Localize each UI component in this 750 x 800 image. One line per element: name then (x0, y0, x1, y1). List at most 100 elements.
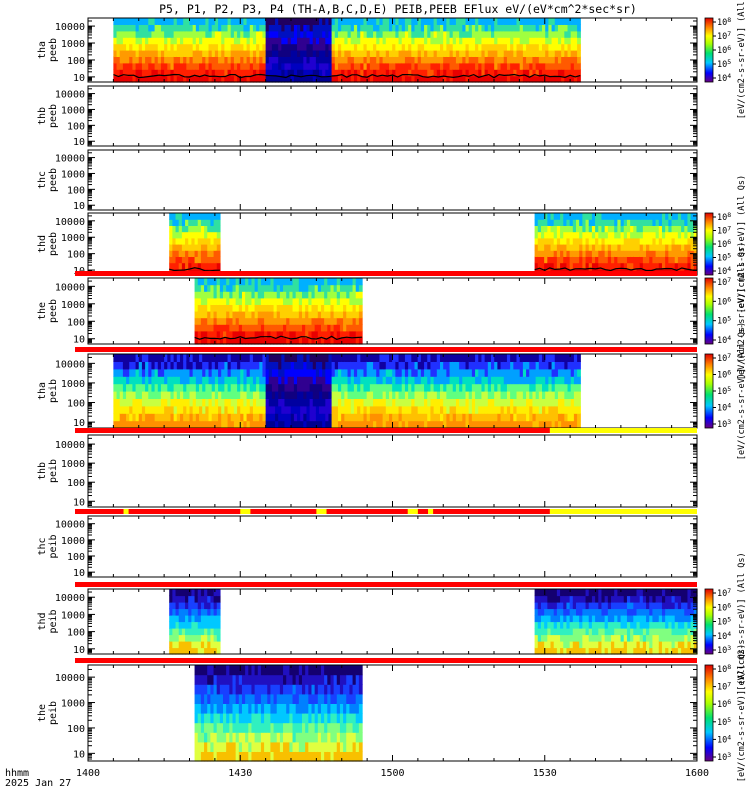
heatmap-cell (240, 420, 245, 429)
heatmap-cell (503, 37, 508, 45)
heatmap-cell (337, 368, 342, 377)
heatmap-cell (440, 420, 444, 429)
heatmap-cell (382, 75, 387, 83)
heatmap-cell (535, 75, 540, 83)
heatmap-cell (557, 56, 562, 64)
heatmap-cell (289, 291, 294, 299)
heatmap-cell (200, 231, 205, 239)
heatmap-cell (199, 30, 203, 38)
heatmap-cell (561, 56, 565, 64)
heatmap-cell (241, 337, 246, 345)
heatmap-cell (420, 413, 425, 422)
heatmap-cell (300, 391, 304, 399)
heatmap-cell (324, 330, 328, 338)
heatmap-cell (491, 62, 495, 70)
heatmap-cell (324, 337, 328, 345)
heatmap-cell (369, 43, 374, 51)
heatmap-cell (526, 43, 530, 51)
heatmap-cell (446, 361, 451, 370)
heatmap-cell (328, 50, 333, 57)
heatmap-cell (604, 244, 609, 251)
heatmap-cell (446, 43, 451, 51)
heatmap-cell (170, 368, 175, 377)
heatmap-cell (344, 413, 349, 422)
heatmap-cell (347, 354, 352, 362)
heatmap-cell (573, 391, 578, 399)
heatmap-cell (213, 311, 218, 319)
heatmap-cell (497, 383, 502, 392)
heatmap-cell (547, 225, 552, 233)
heatmap-cell (440, 405, 444, 414)
heatmap-cell (481, 37, 486, 45)
heatmap-cell (646, 213, 650, 220)
heatmap-cell (462, 398, 467, 407)
heatmap-cell (506, 376, 511, 385)
heatmap-cell (404, 62, 409, 70)
heatmap-cell (468, 376, 473, 385)
heatmap-cell (557, 376, 562, 385)
heatmap-cell (347, 37, 352, 45)
heatmap-cell (334, 368, 339, 377)
heatmap-cell (249, 405, 254, 414)
heatmap-cell (554, 383, 559, 392)
heatmap-cell (376, 30, 381, 38)
heatmap-cell (164, 391, 168, 399)
heatmap-cell (267, 291, 272, 299)
heatmap-cell (278, 405, 282, 414)
heatmap-cell (179, 398, 184, 407)
heatmap-cell (221, 62, 225, 70)
heatmap-cell (611, 213, 615, 220)
heatmap-cell (334, 62, 339, 70)
heatmap-cell (135, 398, 140, 407)
heatmap-cell (230, 50, 235, 57)
heatmap-cell (208, 391, 213, 399)
heatmap-cell (129, 56, 133, 64)
heatmap-cell (202, 18, 206, 25)
heatmap-cell (601, 237, 606, 245)
heatmap-cell (132, 50, 137, 57)
heatmap-cell (145, 43, 149, 51)
heatmap-cell (424, 368, 428, 377)
heatmap-cell (626, 250, 631, 257)
heatmap-cell (500, 383, 505, 392)
heatmap-cell (626, 256, 631, 264)
heatmap-cell (344, 50, 349, 57)
heatmap-cell (214, 50, 219, 57)
heatmap-cell (449, 24, 454, 32)
heatmap-cell (337, 391, 342, 399)
heatmap-cell (449, 30, 454, 38)
heatmap-cell (275, 18, 279, 25)
heatmap-cell (401, 56, 406, 64)
heatmap-cell (173, 368, 178, 377)
heatmap-cell (278, 37, 282, 45)
heatmap-cell (186, 398, 191, 407)
heatmap-cell (145, 75, 149, 83)
heatmap-cell (169, 225, 173, 233)
heatmap-cell (227, 354, 232, 362)
heatmap-cell (254, 311, 259, 319)
heatmap-cell (157, 361, 162, 370)
heatmap-cell (468, 75, 473, 83)
heatmap-cell (309, 30, 314, 38)
heatmap-cell (379, 56, 384, 64)
heatmap-cell (481, 405, 486, 414)
heatmap-cell (314, 330, 319, 338)
heatmap-cell (649, 225, 654, 233)
heatmap-cell (135, 24, 140, 32)
heatmap-cell (551, 62, 556, 70)
heatmap-cell (308, 311, 313, 319)
heatmap-cell (411, 50, 416, 57)
heatmap-cell (309, 37, 314, 45)
heatmap-cell (420, 24, 425, 32)
heatmap-cell (312, 376, 317, 385)
y-tick-label: 10 (73, 201, 85, 212)
heatmap-cell (408, 398, 412, 407)
heatmap-cell (126, 75, 130, 83)
heatmap-cell (569, 213, 574, 220)
heatmap-cell (373, 30, 377, 38)
heatmap-cell (233, 18, 238, 25)
heatmap-cell (138, 37, 143, 45)
heatmap-cell (591, 219, 596, 226)
heatmap-cell (481, 413, 486, 422)
heatmap-cell (542, 383, 546, 392)
